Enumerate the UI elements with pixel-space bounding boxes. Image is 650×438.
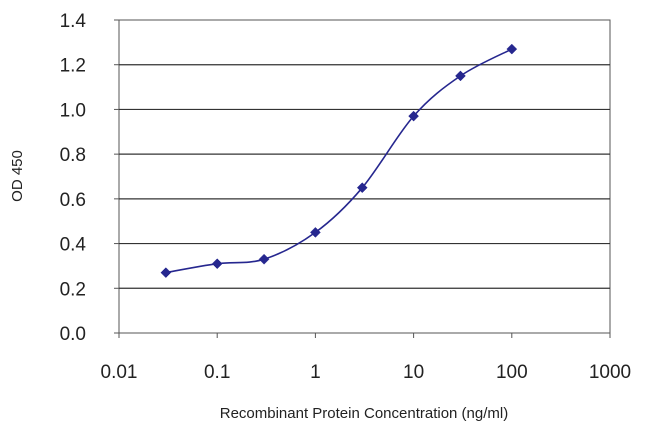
y-axis-label: OD 450 — [9, 150, 26, 202]
data-point — [211, 258, 223, 270]
data-point — [455, 70, 466, 82]
y-axis-ticks: 0.0 0.2 0.4 0.6 0.8 1.0 1.2 1.4 — [60, 11, 119, 345]
data-point — [310, 227, 321, 238]
data-point — [506, 43, 518, 55]
x-axis-ticks: 0.01 0.1 1 10 100 1000 — [101, 333, 631, 383]
y-tick-label: 1.2 — [60, 56, 86, 77]
x-tick-label: 1 — [310, 362, 321, 383]
y-tick-label: 1.0 — [60, 100, 86, 121]
y-tick-label: 0.2 — [60, 279, 86, 300]
plot-area — [118, 19, 611, 334]
series-line — [165, 48, 513, 274]
data-point — [160, 267, 172, 278]
y-tick-label: 0.0 — [60, 324, 86, 345]
gridlines — [119, 64, 610, 289]
x-tick-label: 10 — [403, 362, 424, 383]
x-tick-label: 100 — [496, 362, 528, 383]
data-point — [408, 110, 419, 122]
x-tick-label: 1000 — [589, 362, 631, 383]
y-tick-label: 0.4 — [60, 235, 87, 256]
x-tick-label: 0.1 — [204, 362, 230, 383]
data-point — [356, 182, 368, 194]
x-axis-label: Recombinant Protein Concentration (ng/ml… — [220, 405, 508, 422]
x-tick-label: 0.01 — [101, 362, 138, 383]
y-tick-label: 1.4 — [60, 11, 87, 32]
y-tick-label: 0.6 — [60, 190, 86, 211]
y-tick-label: 0.8 — [60, 145, 86, 166]
data-point — [258, 253, 270, 265]
series — [160, 43, 518, 278]
